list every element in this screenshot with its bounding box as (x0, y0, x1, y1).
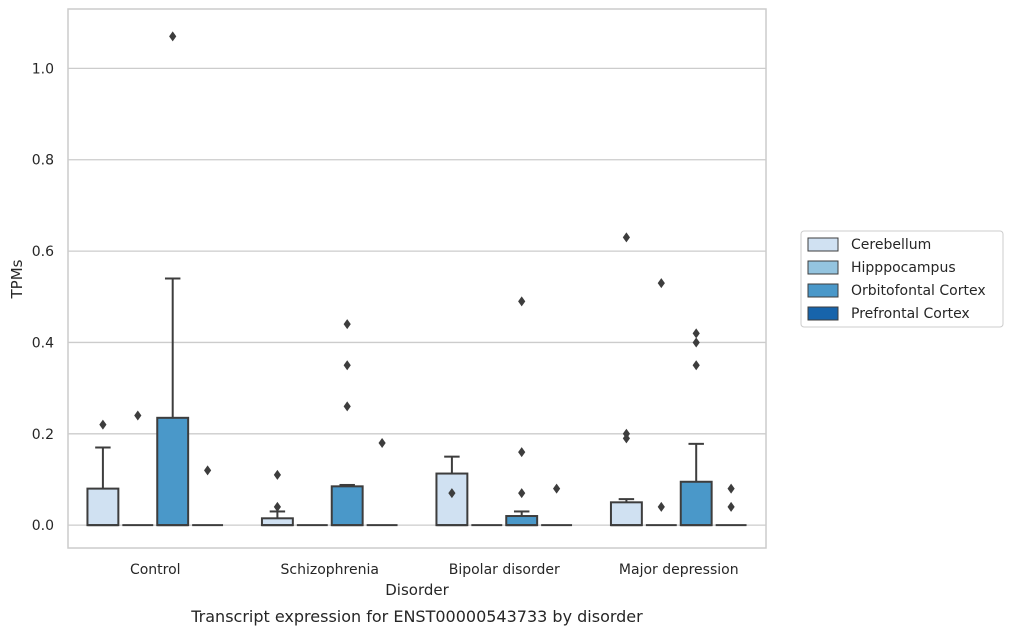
box (435, 472, 469, 527)
chart-caption: Transcript expression for ENST0000054373… (190, 607, 643, 626)
outlier-point (622, 232, 630, 243)
legend-frame (800, 230, 1004, 328)
legend-entry: Orbitofontal Cortex (851, 283, 986, 299)
x-tick-label: Bipolar disorder (449, 562, 560, 578)
box (679, 480, 713, 527)
outlier-point (518, 488, 526, 499)
outlier-point (134, 410, 142, 421)
series-orbitofontal-cortex (156, 31, 713, 527)
outlier-point (518, 296, 526, 307)
series-hipppocampus (122, 278, 677, 527)
x-tick-label: Schizophrenia (281, 562, 379, 578)
box (86, 487, 120, 527)
box (505, 515, 539, 527)
box-series (86, 31, 747, 527)
outlier-point (343, 401, 351, 412)
box (609, 501, 643, 527)
outlier-point (727, 501, 735, 512)
series-cerebellum (86, 232, 643, 527)
outlier-point (553, 483, 561, 494)
outlier-point (169, 31, 177, 42)
legend-entry: Prefrontal Cortex (851, 306, 970, 322)
outlier-point (657, 501, 665, 512)
outlier-point (273, 501, 281, 512)
outlier-point (448, 488, 456, 499)
y-tick-label: 0.2 (32, 427, 54, 443)
plot-area-frame (67, 8, 767, 549)
legend-swatch (807, 283, 839, 298)
outlier-point (204, 465, 212, 476)
outlier-point (343, 360, 351, 371)
outlier-point (692, 328, 700, 339)
outlier-point (378, 437, 386, 448)
x-axis-label: Disorder (385, 581, 449, 599)
outlier-point (657, 278, 665, 289)
y-tick-label: 0.6 (32, 244, 54, 260)
box (260, 517, 294, 527)
legend-swatch (807, 260, 839, 275)
outlier-point (692, 360, 700, 371)
outlier-point (343, 319, 351, 330)
legend-swatch (807, 306, 839, 321)
outlier-point (727, 483, 735, 494)
legend-entry: Hipppocampus (851, 260, 956, 276)
series-prefrontal-cortex (192, 437, 747, 527)
y-axis-label: TPMs (8, 259, 26, 299)
y-tick-label: 1.0 (32, 61, 54, 77)
y-tick-labels: 0.0 0.2 0.4 0.6 0.8 1.0 (32, 61, 54, 534)
x-tick-labels: Control Schizophrenia Bipolar disorder Majo… (130, 562, 739, 578)
box (330, 485, 364, 527)
box (156, 416, 190, 527)
x-tick-label: Major depression (619, 562, 739, 578)
y-tick-label: 0.0 (32, 518, 54, 534)
legend-entry: Cerebellum (851, 237, 931, 253)
legend-swatch (807, 237, 839, 252)
outlier-point (273, 469, 281, 480)
outlier-point (99, 419, 107, 430)
y-tick-label: 0.8 (32, 153, 54, 169)
outlier-point (518, 447, 526, 458)
outlier-point (692, 337, 700, 348)
y-tick-label: 0.4 (32, 335, 54, 351)
legend: Cerebellum Hipppocampus Orbitofontal Corte… (800, 230, 1004, 328)
x-tick-label: Control (130, 562, 181, 578)
outlier-point (622, 428, 630, 439)
